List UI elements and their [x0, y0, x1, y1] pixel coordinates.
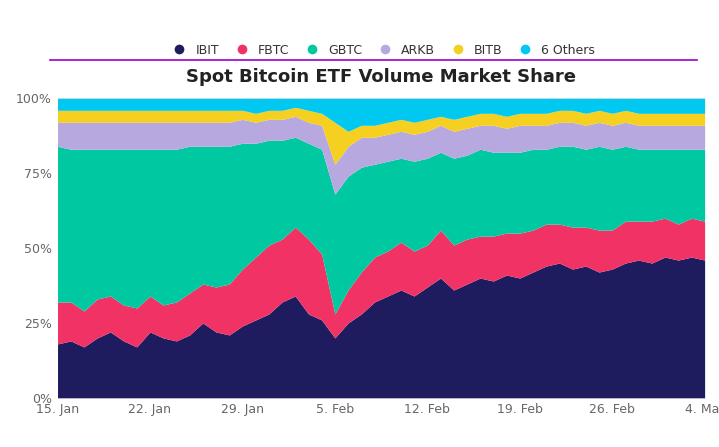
Title: Spot Bitcoin ETF Volume Market Share: Spot Bitcoin ETF Volume Market Share [186, 67, 576, 86]
Legend: IBIT, FBTC, GBTC, ARKB, BITB, 6 Others: IBIT, FBTC, GBTC, ARKB, BITB, 6 Others [162, 39, 600, 62]
